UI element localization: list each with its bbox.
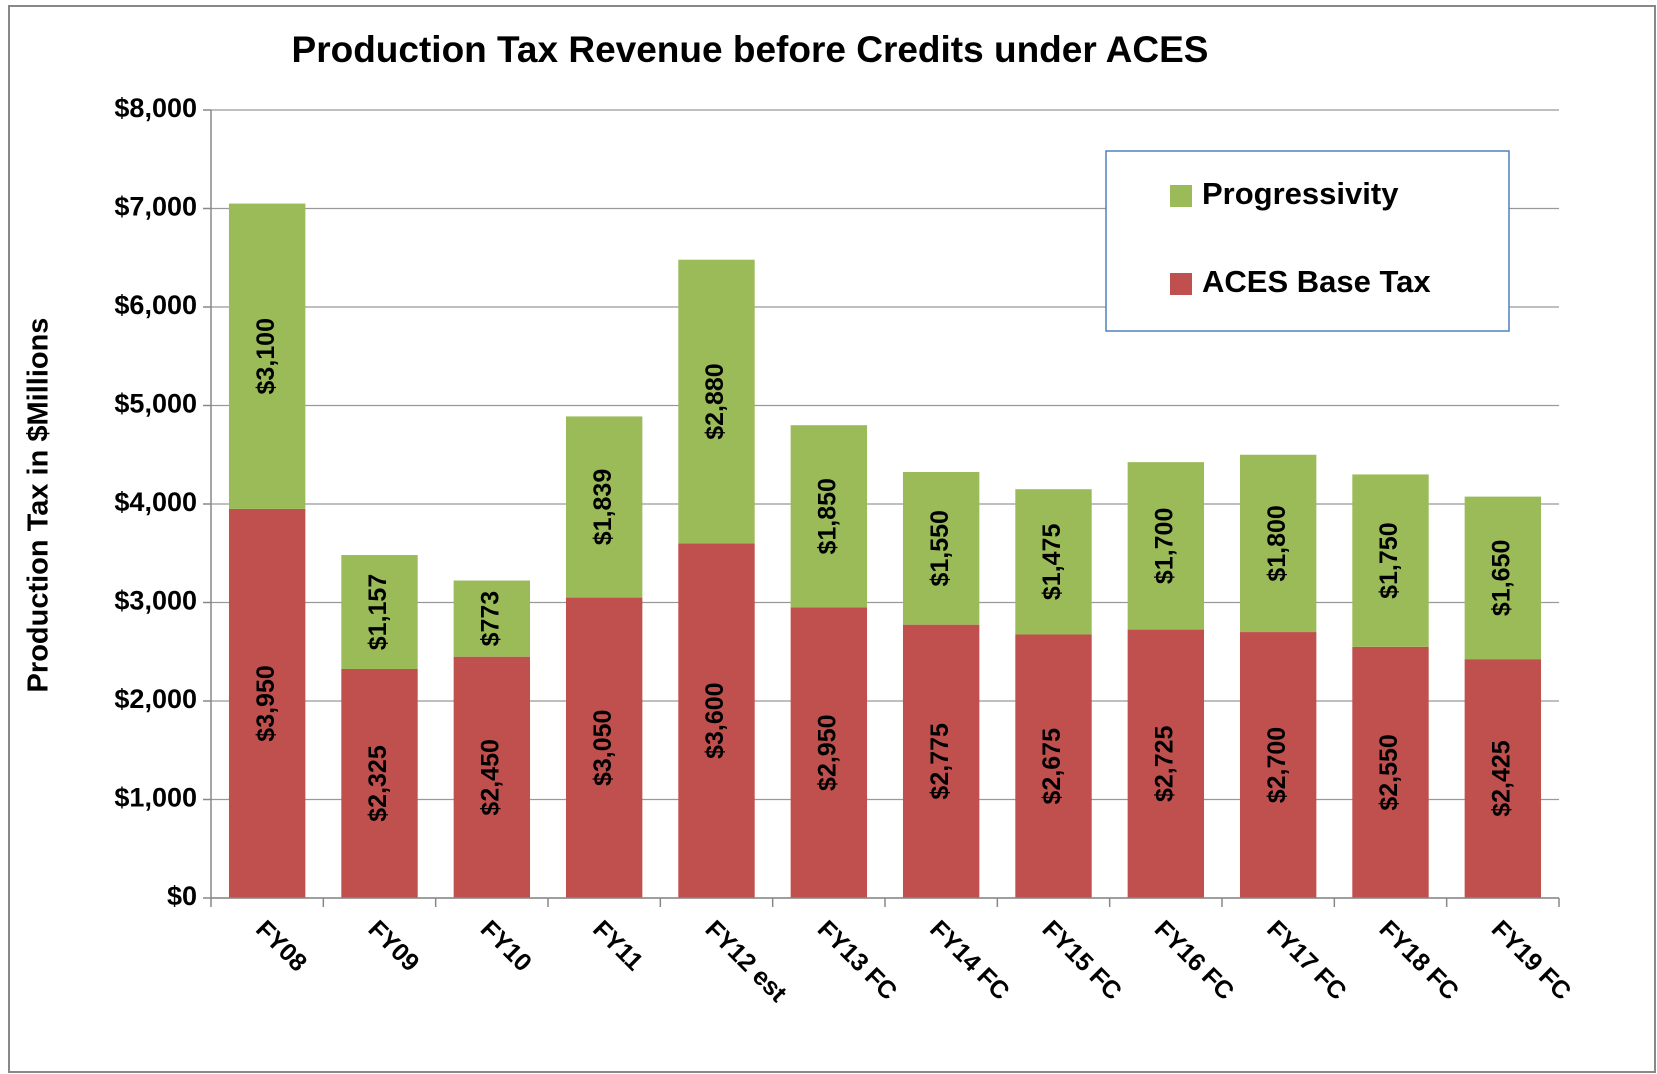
y-tick-label: $5,000 — [114, 389, 197, 419]
y-tick-label: $2,000 — [114, 684, 197, 714]
bar-segment — [678, 543, 755, 898]
y-tick-label: $7,000 — [114, 192, 197, 222]
y-axis-label: Production Tax in $Millions — [23, 318, 55, 693]
legend-label: Progressivity — [1202, 176, 1399, 211]
value-label: $3,100 — [252, 318, 280, 394]
y-tick-label: $4,000 — [114, 487, 197, 517]
value-label: $1,750 — [1375, 522, 1403, 598]
value-label: $1,550 — [926, 510, 954, 586]
y-tick-label: $3,000 — [114, 586, 197, 616]
value-label: $1,800 — [1263, 505, 1291, 581]
bar-segment — [1464, 496, 1542, 660]
legend-box — [1105, 150, 1510, 332]
bar-segment — [678, 259, 755, 544]
value-label: $2,325 — [364, 745, 392, 822]
value-label: $3,950 — [252, 665, 280, 741]
value-label: $1,650 — [1487, 540, 1515, 616]
bar-segment — [1015, 634, 1092, 898]
legend-swatch — [1170, 185, 1192, 207]
bar-segment — [1352, 646, 1429, 898]
legend-label: ACES Base Tax — [1202, 264, 1431, 299]
value-label: $1,157 — [364, 574, 392, 650]
value-label: $1,475 — [1038, 524, 1066, 601]
value-label: $2,725 — [1150, 725, 1178, 802]
bar-segment — [341, 555, 418, 669]
bar-segment — [1464, 659, 1542, 898]
legend-swatch — [1170, 273, 1192, 295]
bar-segment — [790, 607, 868, 898]
bar-segment — [1127, 462, 1205, 630]
value-label: $3,050 — [589, 710, 617, 786]
value-label: $773 — [476, 591, 504, 647]
y-tick-label: $1,000 — [114, 783, 197, 813]
bar-segment — [902, 471, 980, 625]
bar-segment — [453, 580, 531, 657]
bar-segment — [790, 425, 868, 608]
value-label: $2,425 — [1487, 740, 1515, 817]
value-label: $2,675 — [1038, 728, 1066, 805]
bar-segment — [1127, 629, 1205, 898]
bar-segment — [565, 416, 643, 598]
value-label: $2,450 — [476, 739, 504, 815]
bar-segment — [341, 668, 418, 898]
bar-segment — [1015, 489, 1092, 635]
value-label: $1,839 — [589, 469, 617, 545]
y-tick-label: $8,000 — [114, 93, 197, 123]
bar-segment — [453, 656, 531, 898]
bar-segment — [1239, 454, 1317, 633]
bar-segment — [902, 624, 980, 898]
bar-segment — [1352, 474, 1429, 647]
value-label: $2,700 — [1263, 727, 1291, 803]
bar-segment — [228, 203, 306, 509]
value-label: $3,600 — [701, 682, 729, 758]
value-label: $2,950 — [813, 714, 841, 790]
value-label: $2,550 — [1375, 734, 1403, 810]
bar-segment — [228, 508, 306, 898]
value-label: $2,880 — [701, 363, 729, 439]
value-label: $2,775 — [926, 723, 954, 800]
y-tick-label: $0 — [167, 881, 197, 911]
chart-title: Production Tax Revenue before Credits un… — [292, 29, 1209, 70]
bar-segment — [565, 597, 643, 898]
y-tick-label: $6,000 — [114, 290, 197, 320]
value-label: $1,850 — [813, 478, 841, 554]
bar-segment — [1239, 632, 1317, 898]
value-label: $1,700 — [1150, 508, 1178, 584]
